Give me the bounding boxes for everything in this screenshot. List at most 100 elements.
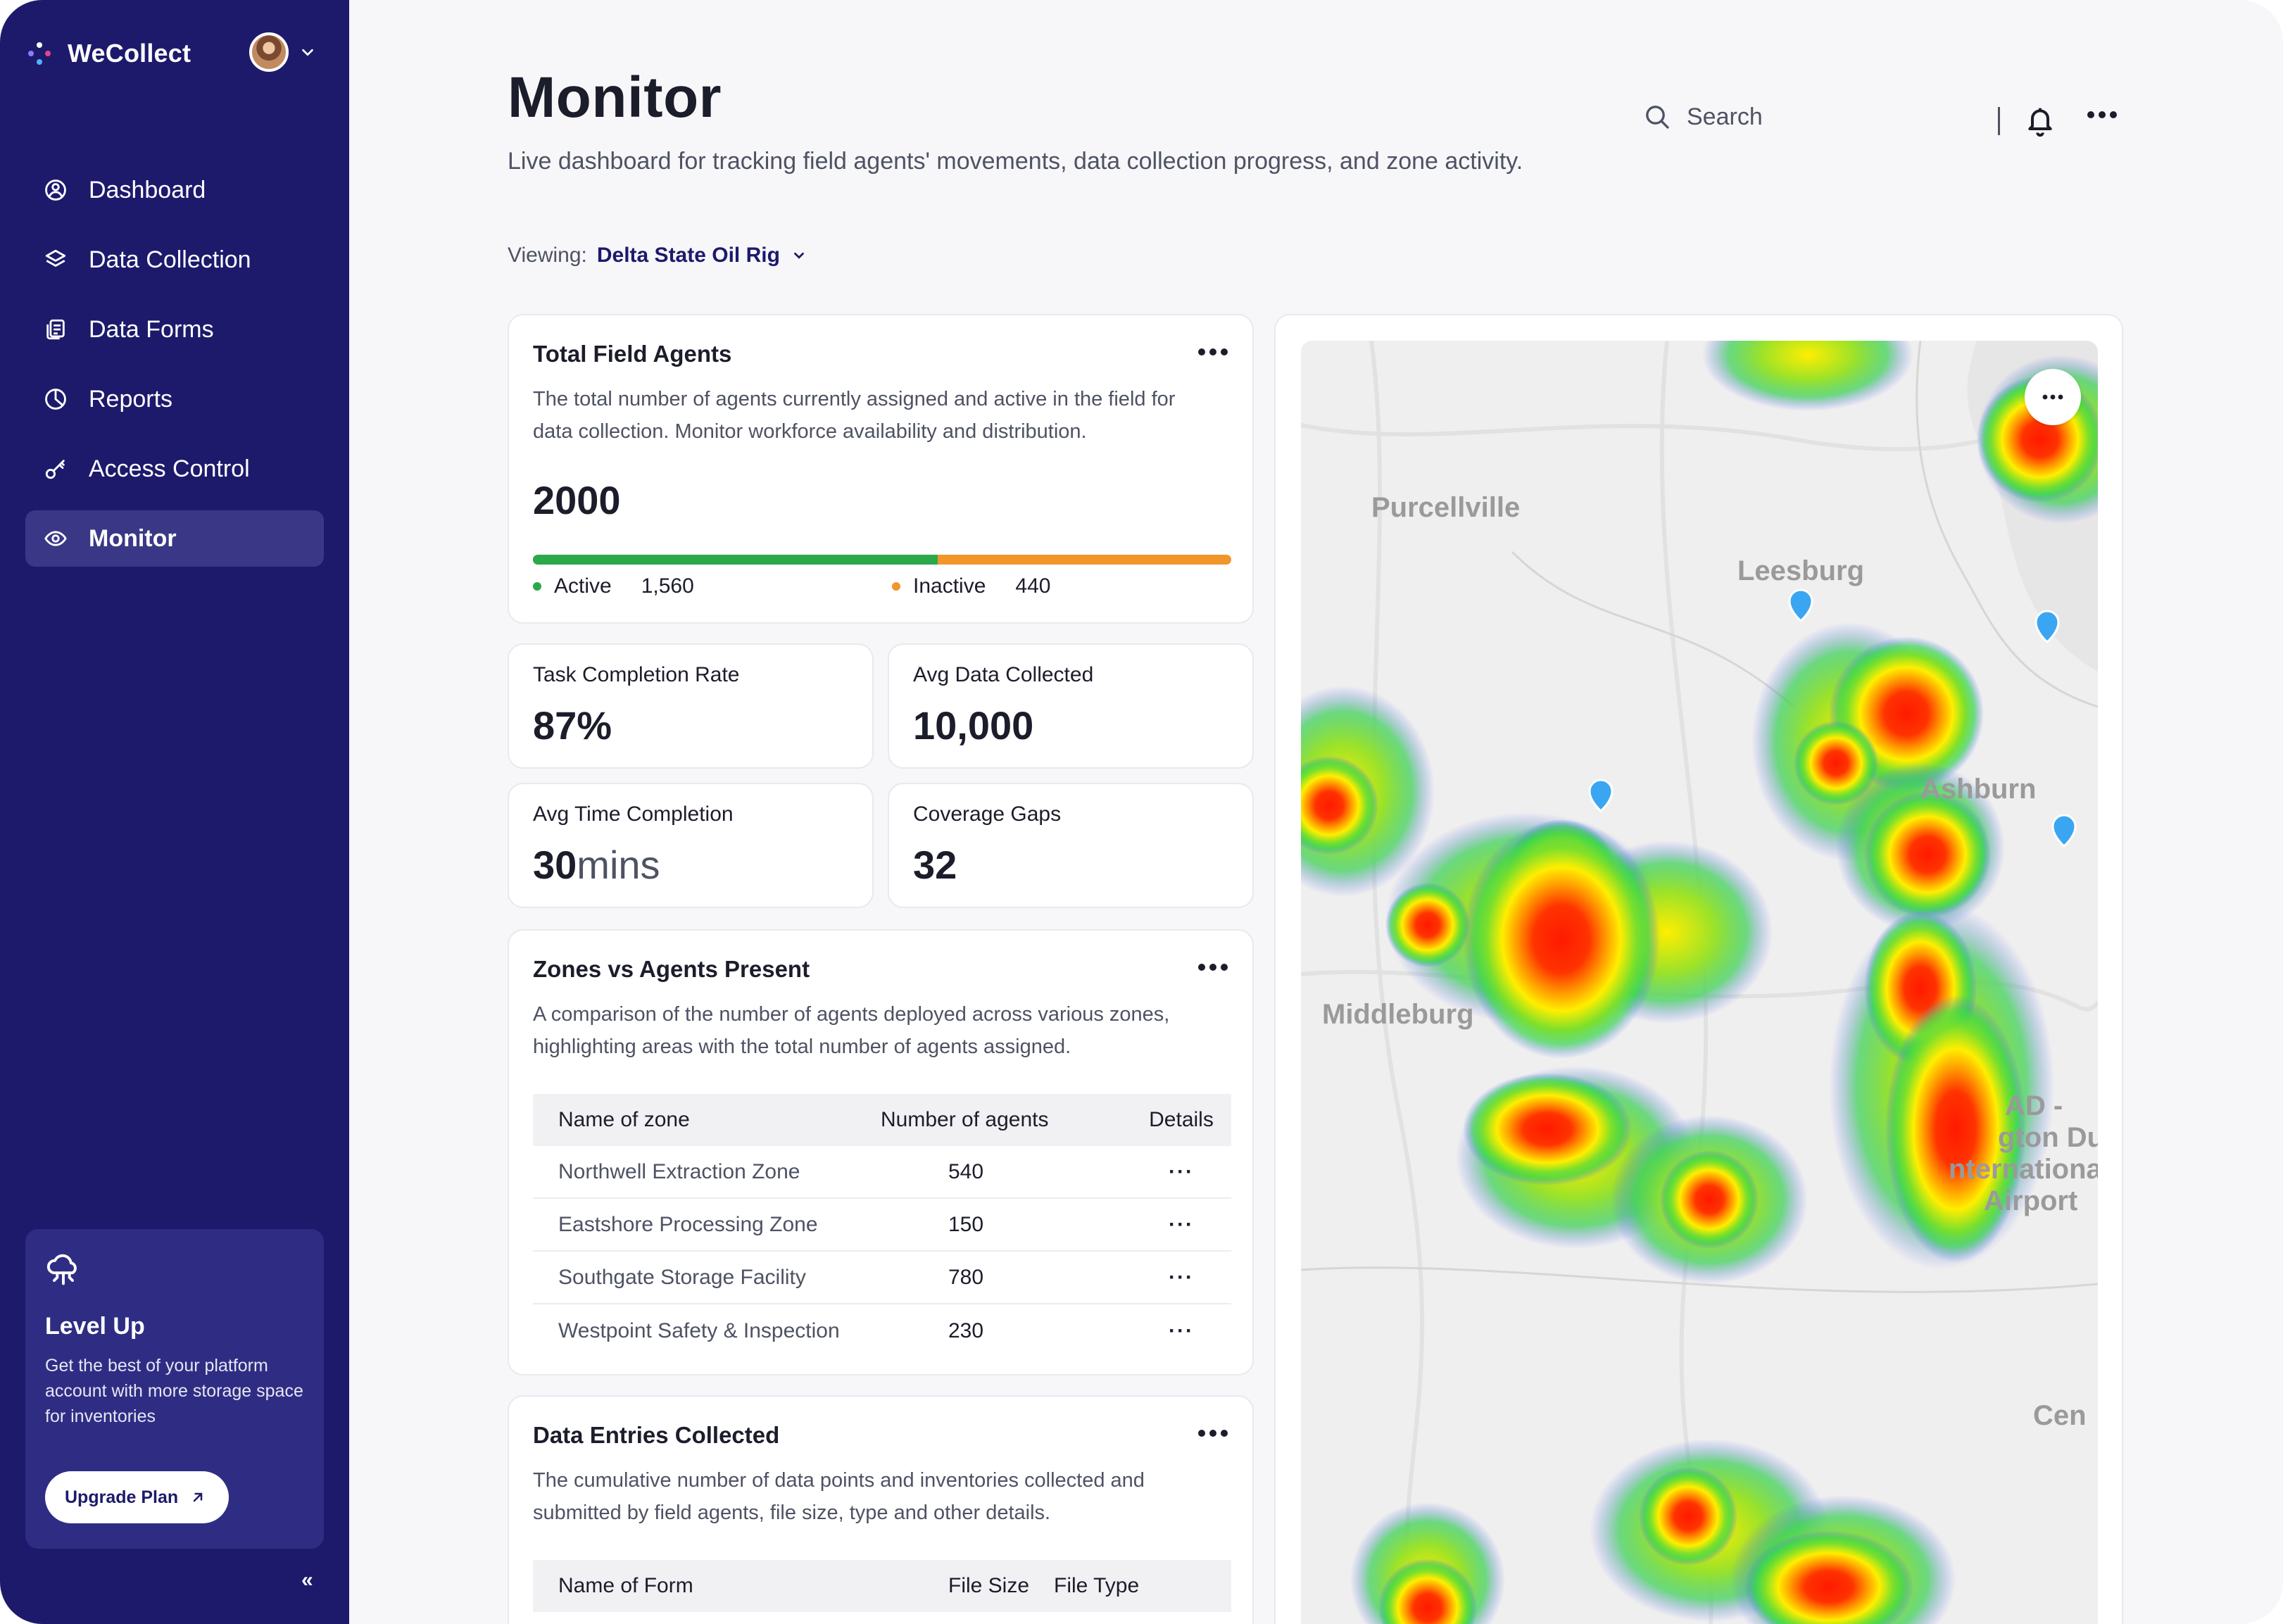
map-pin-icon xyxy=(1588,779,1614,812)
map-label: AD - xyxy=(2005,1090,2063,1121)
zones-vs-agents-card: Zones vs Agents Present A comparison of … xyxy=(508,929,1254,1376)
agents-heatmap[interactable]: Purcellville Leesburg Ashburn Middleburg… xyxy=(1301,341,2098,1624)
avatar[interactable] xyxy=(249,32,289,72)
agents-progress-bar xyxy=(533,555,1231,565)
inactive-dot xyxy=(892,582,900,591)
stat-value: 30mins xyxy=(533,842,660,888)
sidebar-item-label: Access Control xyxy=(89,455,250,482)
table-header: Name of zone Number of agents Details xyxy=(533,1094,1231,1146)
zone-agents: 540 xyxy=(948,1159,984,1183)
sidebar-nav: Dashboard Data Collection Data Forms Rep… xyxy=(25,162,324,580)
total-agents-value: 2000 xyxy=(533,478,621,522)
map-label: Ashburn xyxy=(1920,774,2036,805)
documents-icon xyxy=(46,319,65,340)
zone-name: Southgate Storage Facility xyxy=(558,1265,806,1289)
stat-value: 87% xyxy=(533,703,612,748)
zone-name: Eastshore Processing Zone xyxy=(558,1212,818,1236)
table-row[interactable]: Southgate Storage Facility 780 ··· xyxy=(533,1252,1231,1304)
sidebar-item-data-forms[interactable]: Data Forms xyxy=(25,301,324,358)
inactive-value: 440 xyxy=(1015,574,1051,598)
details-button[interactable]: ··· xyxy=(1169,1265,1194,1289)
stat-label: Avg Time Completion xyxy=(533,802,734,826)
table-row[interactable]: Eastshore Processing Zone 150 ··· xyxy=(533,1199,1231,1252)
cloud-icon xyxy=(46,1254,77,1285)
chevron-down-icon[interactable] xyxy=(300,44,315,60)
card-description: A comparison of the number of agents dep… xyxy=(533,1003,1170,1058)
page-subtitle: Live dashboard for tracking field agents… xyxy=(508,148,1523,175)
sidebar-item-label: Dashboard xyxy=(89,176,206,203)
eye-icon xyxy=(44,531,67,546)
sidebar-item-label: Data Collection xyxy=(89,246,251,273)
map-options-button[interactable] xyxy=(2025,369,2081,425)
sidebar-item-data-collection[interactable]: Data Collection xyxy=(25,232,324,288)
sidebar-item-label: Data Forms xyxy=(89,315,214,343)
map-label: Leesburg xyxy=(1737,555,1864,586)
table-row[interactable]: Northwell Extraction Zone 540 ··· xyxy=(533,1146,1231,1199)
brand-logo-icon xyxy=(25,39,54,68)
details-button[interactable]: ··· xyxy=(1169,1318,1194,1342)
card-title: Zones vs Agents Present xyxy=(533,956,810,982)
more-options-icon[interactable] xyxy=(1197,348,1228,356)
zones-table: Name of zone Number of agents Details No… xyxy=(533,1094,1231,1357)
sidebar-item-label: Monitor xyxy=(89,524,177,552)
map-label: Cen xyxy=(2033,1400,2087,1431)
upgrade-plan-button[interactable]: Upgrade Plan xyxy=(45,1471,229,1523)
user-menu[interactable] xyxy=(249,32,315,72)
sidebar-item-monitor[interactable]: Monitor xyxy=(25,510,324,567)
zone-name: Northwell Extraction Zone xyxy=(558,1159,800,1183)
map-label: nternationa xyxy=(1949,1154,2098,1185)
pie-chart-icon xyxy=(45,389,66,410)
upgrade-title: Level Up xyxy=(45,1313,145,1340)
map-pin-icon xyxy=(1788,588,1813,622)
viewing-selector[interactable]: Viewing: Delta State Oil Rig xyxy=(508,244,807,267)
more-options-icon[interactable] xyxy=(1197,963,1228,971)
brand[interactable]: WeCollect xyxy=(25,32,191,75)
map-label: Middleburg xyxy=(1322,999,1474,1030)
details-button[interactable]: ··· xyxy=(1169,1212,1194,1236)
sidebar-item-access-control[interactable]: Access Control xyxy=(25,441,324,497)
viewing-value: Delta State Oil Rig xyxy=(596,244,780,267)
task-completion-card: Task Completion Rate 87% xyxy=(508,643,874,769)
column-header: Number of agents xyxy=(881,1108,1049,1131)
avg-time-card: Avg Time Completion 30mins xyxy=(508,783,874,908)
sidebar: WeCollect Dashboard Data Collection Data… xyxy=(0,0,349,1624)
key-icon xyxy=(45,460,65,479)
table-header: Name of Form File Size File Type xyxy=(533,1560,1231,1612)
bell-icon[interactable] xyxy=(2025,104,2056,138)
map-pin-icon xyxy=(2034,610,2060,643)
card-title: Total Field Agents xyxy=(533,341,732,367)
search-placeholder: Search xyxy=(1687,103,1763,130)
total-field-agents-card: Total Field Agents The total number of a… xyxy=(508,314,1254,624)
agent-pins xyxy=(1588,588,2077,848)
active-dot xyxy=(533,582,541,591)
brand-name: WeCollect xyxy=(68,39,191,68)
more-options-icon[interactable] xyxy=(2087,110,2118,120)
column-header: Name of zone xyxy=(558,1108,690,1131)
map-label: Airport xyxy=(1984,1185,2077,1216)
divider xyxy=(1998,107,2000,135)
column-header: File Size xyxy=(948,1574,1030,1597)
stat-number: 30 xyxy=(533,843,577,887)
heatmap-card: Purcellville Leesburg Ashburn Middleburg… xyxy=(1274,314,2123,1624)
map-label: Purcellville xyxy=(1371,492,1520,523)
zone-agents: 780 xyxy=(948,1265,984,1289)
table-row[interactable]: Westpoint Safety & Inspection 230 ··· xyxy=(533,1304,1231,1357)
stat-label: Coverage Gaps xyxy=(913,802,1062,826)
data-entries-card: Data Entries Collected The cumulative nu… xyxy=(508,1395,1254,1624)
stat-label: Avg Data Collected xyxy=(913,663,1094,686)
sidebar-item-reports[interactable]: Reports xyxy=(25,371,324,427)
column-header: File Type xyxy=(1054,1574,1140,1597)
collapse-sidebar-button[interactable]: « xyxy=(301,1568,313,1592)
card-title: Data Entries Collected xyxy=(533,1422,780,1448)
dashboard-icon xyxy=(45,180,66,201)
upgrade-text: Get the best of your platform account wi… xyxy=(45,1356,303,1426)
more-options-icon[interactable] xyxy=(1197,1429,1228,1437)
stat-label: Task Completion Rate xyxy=(533,663,740,686)
search-box[interactable]: Search xyxy=(1643,103,1763,131)
details-button[interactable]: ··· xyxy=(1169,1159,1194,1183)
page-title: Monitor xyxy=(508,65,722,130)
card-description: The cumulative number of data points and… xyxy=(533,1469,1145,1524)
zone-agents: 230 xyxy=(948,1318,984,1342)
sidebar-item-dashboard[interactable]: Dashboard xyxy=(25,162,324,218)
